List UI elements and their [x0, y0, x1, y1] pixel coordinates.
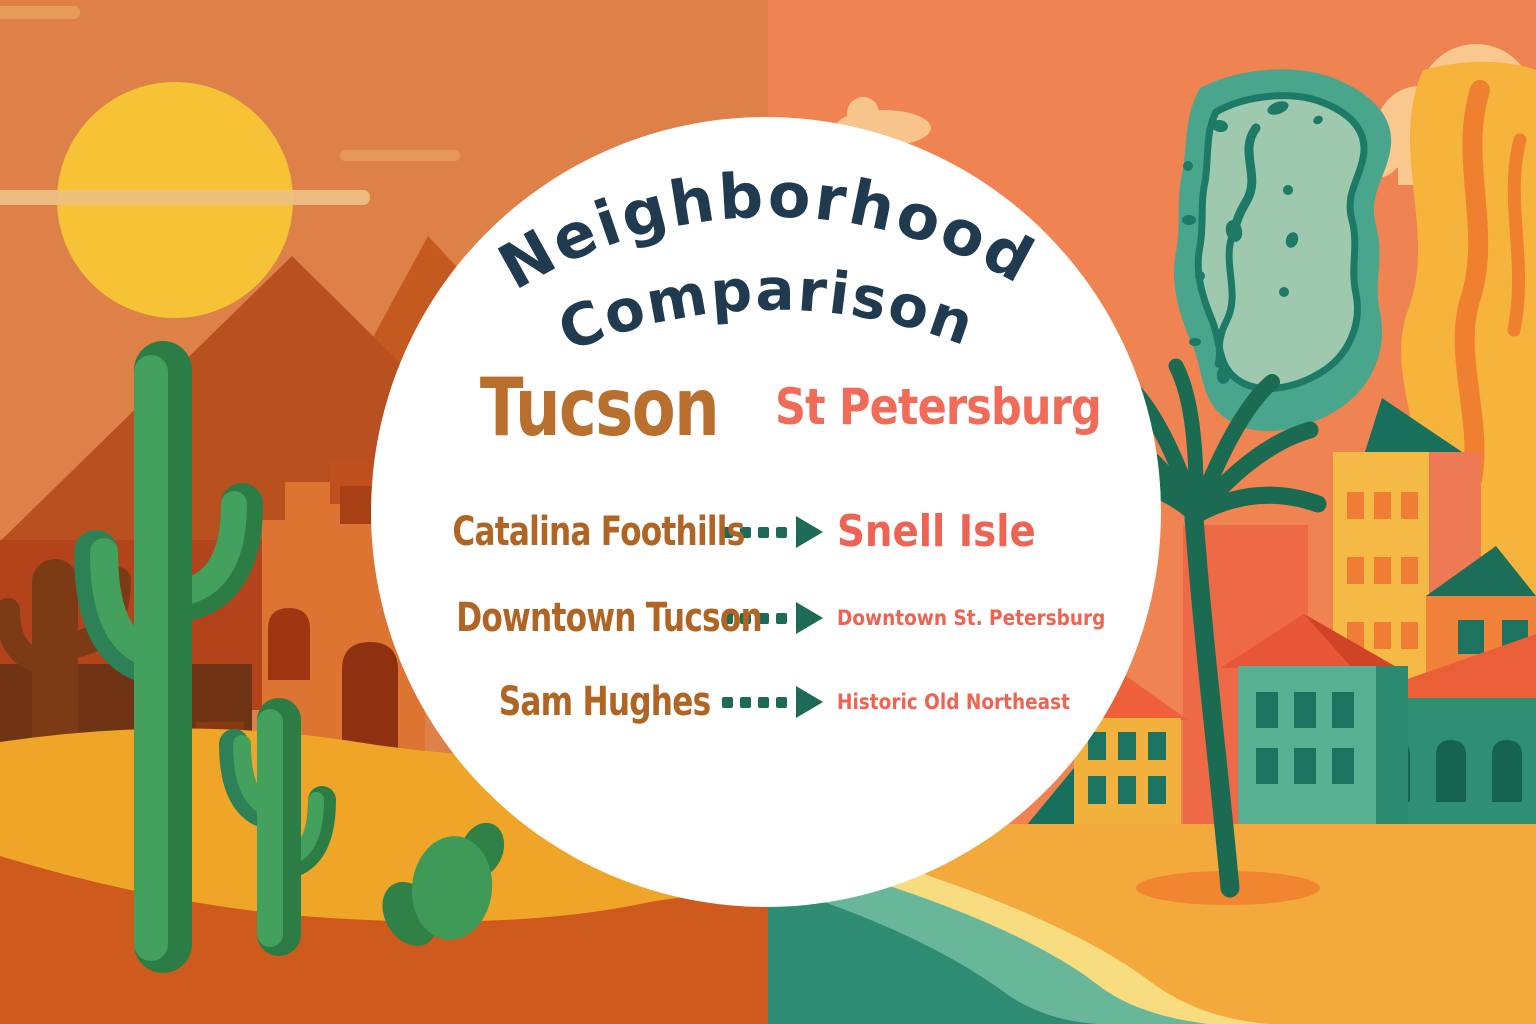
dotted-arrow-icon — [722, 516, 823, 548]
city-name-tucson: Tucson — [479, 361, 720, 454]
dotted-arrow-icon — [722, 602, 823, 634]
comparison-card — [371, 117, 1161, 907]
saguaro-cactus-small-icon — [219, 698, 336, 956]
sky-streak — [340, 150, 460, 161]
tucson-neighborhood-label: Sam Hughes — [498, 679, 710, 725]
petersburg-neighborhood-label: Historic Old Northeast — [837, 689, 1070, 714]
beach-houses-icon — [1026, 398, 1536, 832]
title-line2: Comparison — [549, 256, 982, 365]
palm-tree-icon — [1067, 358, 1327, 898]
saguaro-cactus-icon — [74, 341, 263, 973]
dotted-arrow-icon — [722, 686, 823, 718]
comparison-row: Sam Hughes Historic Old Northeast — [370, 682, 1150, 722]
sky-streak — [0, 6, 80, 19]
melting-clock-icon — [1173, 69, 1392, 432]
petersburg-neighborhood-label: Snell Isle — [837, 506, 1036, 557]
comparison-row: Downtown Tucson Downtown St. Petersburg — [370, 598, 1150, 638]
foreground-dune — [0, 856, 768, 1024]
city-name-st-petersburg: St Petersburg — [775, 378, 1102, 436]
comparison-row: Catalina Foothills Snell Isle — [370, 510, 1150, 554]
tucson-neighborhood-label: Catalina Foothills — [452, 509, 745, 555]
tucson-neighborhood-label: Downtown Tucson — [456, 595, 762, 641]
prickly-pear-icon — [382, 822, 505, 946]
sun-streak — [0, 190, 370, 205]
svg-text:Comparison: Comparison — [549, 256, 984, 365]
petersburg-neighborhood-label: Downtown St. Petersburg — [837, 605, 1106, 630]
